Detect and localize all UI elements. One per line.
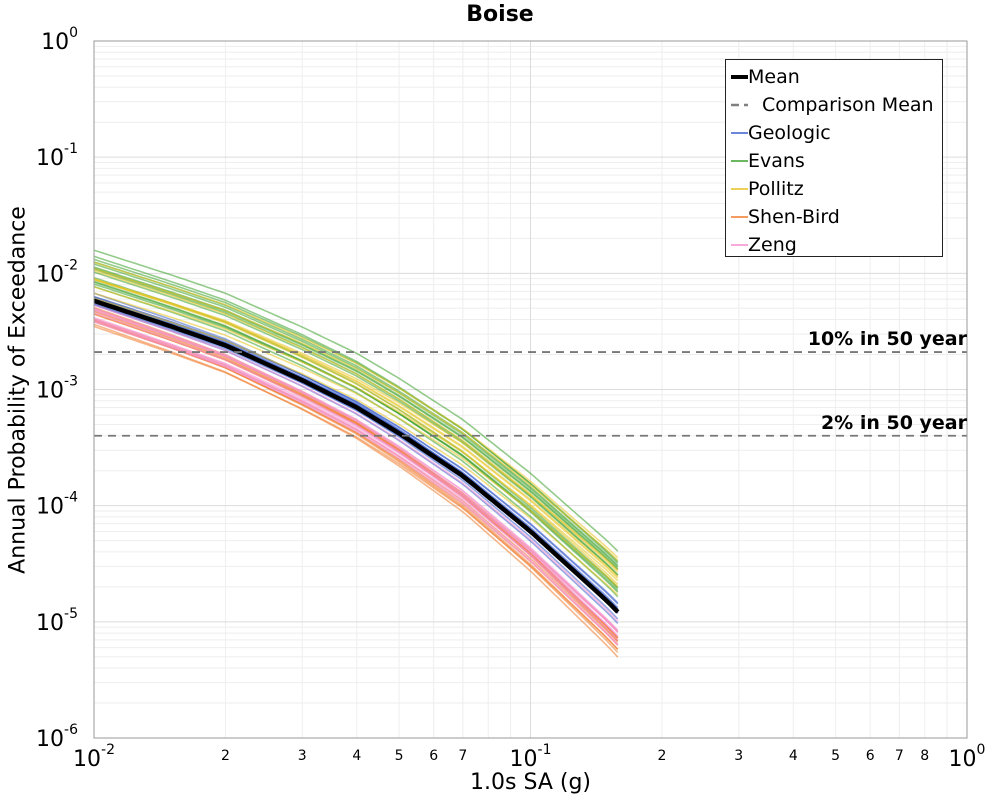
legend-label: Zeng [748,234,797,256]
y-tick-label: 10-6 [36,722,78,752]
legend-label: Mean [748,66,800,88]
legend-item-shen-bird: Shen-Bird [726,204,942,230]
x-tick-label-minor: 7 [895,748,904,764]
x-tick-label-major: 10-1 [510,742,552,772]
y-axis-label: Annual Probability of Exceedance [5,206,31,574]
y-tick-label: 100 [41,25,78,55]
mean-curves [94,298,620,614]
reference-lines [94,351,967,437]
legend-item-geologic: Geologic [726,120,942,146]
branch-curve-pollitz [94,267,619,562]
branch-curve-pollitz [94,286,619,582]
legend-label: Geologic [748,122,831,144]
y-tick-label: 10-5 [36,606,78,636]
branch-curve-pollitz [94,278,619,578]
branch-curve-evans [94,249,619,552]
legend-swatch-comparison-mean [731,103,748,107]
legend-swatch-zeng [731,244,748,246]
branch-curve-evans [94,255,619,564]
legend-item-zeng: Zeng [726,232,942,258]
chart-title: Boise [466,2,534,27]
y-tick-label: 10-1 [36,141,78,171]
branch-curve-evans [94,263,619,568]
y-tick-labels: 100 10-1 10-2 10-3 10-4 10-5 10-6 [36,25,78,752]
x-tick-label-minor: 6 [866,748,875,764]
x-tick-label-minor: 3 [734,748,743,764]
x-tick-label-minor: 4 [789,748,798,764]
x-tick-label-minor: 8 [920,748,929,764]
branch-curve-zeng [94,318,619,632]
x-tick-label-minor: 6 [429,748,438,764]
y-tick-label: 10-2 [36,257,78,287]
branch-curve-evans [94,271,619,576]
branch-curve-pollitz [94,297,619,596]
legend-label: Pollitz [748,178,804,200]
legend-swatch-evans [731,160,748,162]
x-tick-label-major: 10-2 [73,742,115,772]
branch-curve-shen-bird [94,325,619,650]
x-tick-label-minor: 5 [831,748,840,764]
branch-curve-pollitz [94,261,619,559]
x-tick-label-minor: 2 [221,748,230,764]
grid-major [93,41,967,739]
x-tick-label-minor: 4 [352,748,361,764]
branch-curve-pollitz [94,292,619,588]
branch-curve-shen-bird [94,323,619,658]
branch-curve-zeng [94,319,619,633]
legend-item-pollitz: Pollitz [726,176,942,202]
x-tick-label-major: 100 [949,742,986,772]
branch-curve-zeng [94,304,619,622]
legend-label: Shen-Bird [748,206,840,228]
legend: Mean Comparison Mean Geologic Evans Pollitz S… [725,59,943,257]
legend-swatch-pollitz [731,188,748,190]
x-tick-label-minor: 7 [458,748,467,764]
ref-label-2pct: 2% in 50 year [820,411,967,434]
mean-curve [94,298,620,614]
branch-curve-pollitz [94,269,619,573]
legend-label: Evans [748,150,805,172]
legend-label: Comparison Mean [762,94,934,116]
x-axis-label: 1.0s SA (g) [470,770,591,795]
legend-swatch-shen-bird [731,216,748,218]
x-tick-label-minor: 2 [657,748,666,764]
branch-curve-zeng [94,307,619,634]
branch-curve-evans [94,285,619,598]
legend-swatch-geologic [731,132,748,134]
ref-label-10pct: 10% in 50 year [807,328,967,351]
legend-item-comparison-mean: Comparison Mean [726,92,942,118]
plot-frame [93,40,968,739]
legend-item-mean: Mean [726,64,942,90]
y-tick-label: 10-3 [36,374,78,404]
x-tick-label-minor: 3 [298,748,307,764]
x-tick-label-minor: 5 [395,748,404,764]
y-tick-label: 10-4 [36,490,78,520]
legend-swatch-mean [731,75,748,79]
legend-item-evans: Evans [726,148,942,174]
